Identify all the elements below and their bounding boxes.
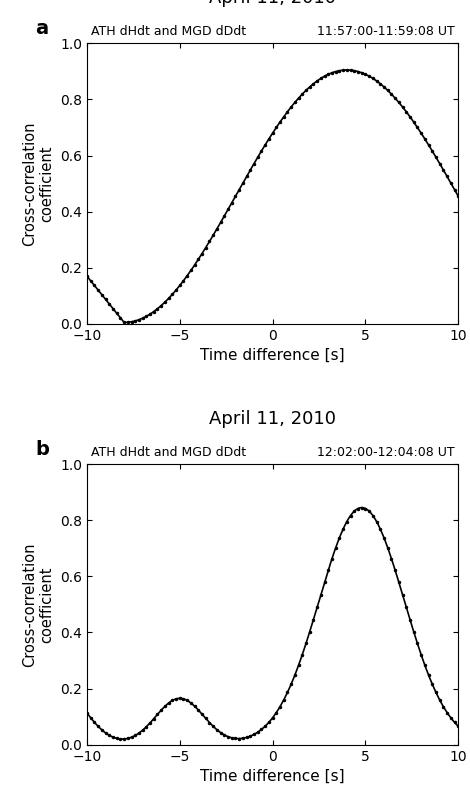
Text: April 11, 2010: April 11, 2010 <box>209 0 336 7</box>
Text: ATH dHdt and MGD dDdt: ATH dHdt and MGD dDdt <box>91 445 246 459</box>
Text: 12:02:00-12:04:08 UT: 12:02:00-12:04:08 UT <box>317 445 454 459</box>
Text: a: a <box>35 19 48 38</box>
Y-axis label: Cross-correlation
coefficient: Cross-correlation coefficient <box>22 121 55 246</box>
Y-axis label: Cross-correlation
coefficient: Cross-correlation coefficient <box>22 542 55 667</box>
Text: ATH dHdt and MGD dDdt: ATH dHdt and MGD dDdt <box>91 24 246 38</box>
Text: b: b <box>35 440 49 459</box>
Text: 11:57:00-11:59:08 UT: 11:57:00-11:59:08 UT <box>317 24 454 38</box>
Text: April 11, 2010: April 11, 2010 <box>209 410 336 428</box>
X-axis label: Time difference [s]: Time difference [s] <box>200 348 345 363</box>
X-axis label: Time difference [s]: Time difference [s] <box>200 769 345 784</box>
